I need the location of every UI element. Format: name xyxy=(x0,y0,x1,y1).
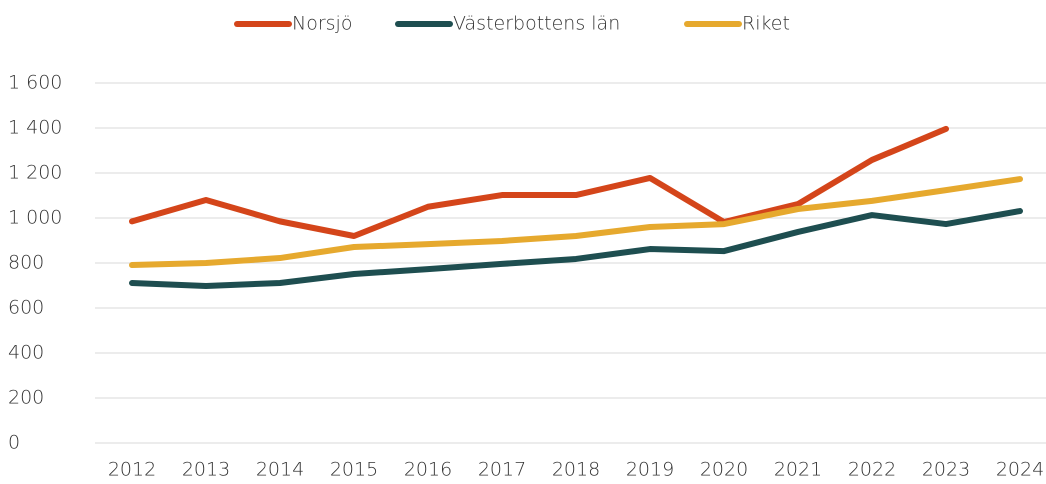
x-tick-label: 2015 xyxy=(330,459,378,481)
x-tick-label: 2024 xyxy=(996,459,1044,481)
x-tick-label: 2019 xyxy=(626,459,674,481)
y-tick-label: 0 xyxy=(8,432,20,454)
x-tick-label: 2017 xyxy=(478,459,526,481)
x-tick-label: 2020 xyxy=(700,459,748,481)
y-tick-label: 1 600 xyxy=(8,72,62,94)
x-tick-label: 2023 xyxy=(922,459,970,481)
legend-label: Riket xyxy=(742,13,790,35)
x-tick-label: 2022 xyxy=(848,459,896,481)
x-tick-label: 2014 xyxy=(256,459,304,481)
y-tick-label: 200 xyxy=(8,387,44,409)
x-tick-label: 2013 xyxy=(182,459,230,481)
series-line xyxy=(129,208,1023,289)
series-line xyxy=(129,176,1023,269)
y-tick-label: 400 xyxy=(8,342,44,364)
x-tick-label: 2021 xyxy=(774,459,822,481)
x-tick-label: 2016 xyxy=(404,459,452,481)
y-tick-label: 800 xyxy=(8,252,44,274)
x-tick-label: 2012 xyxy=(108,459,156,481)
legend-label: Västerbottens län xyxy=(453,13,620,35)
legend-label: Norsjö xyxy=(292,13,352,35)
y-tick-label: 1 200 xyxy=(8,162,62,184)
x-tick-label: 2018 xyxy=(552,459,600,481)
y-tick-label: 1 400 xyxy=(8,117,62,139)
y-tick-label: 600 xyxy=(8,297,44,319)
series-line xyxy=(129,125,949,239)
y-tick-label: 1 000 xyxy=(8,207,62,229)
